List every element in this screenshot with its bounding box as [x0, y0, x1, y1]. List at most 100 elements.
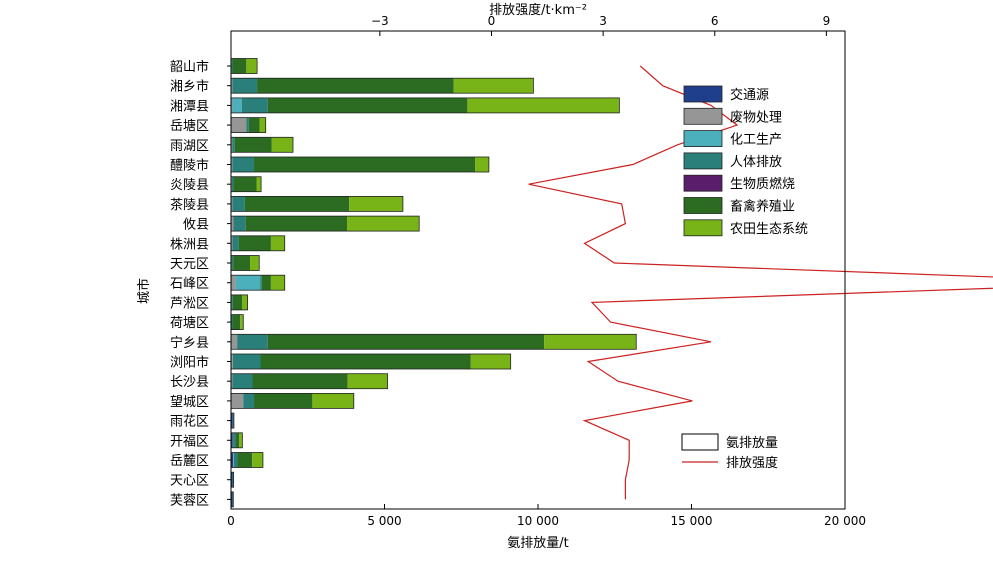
top-tick-label: −3: [371, 14, 389, 28]
bar-segment: [267, 334, 545, 350]
bar-segment: [231, 354, 233, 369]
bar-segment: [235, 275, 261, 291]
bar-segment: [241, 97, 268, 113]
bar-segment: [231, 235, 233, 251]
bar-segment: [233, 255, 251, 271]
bottom-tick-label: 15 000: [671, 514, 713, 528]
bar-segment: [231, 97, 233, 113]
bottom-tick-label: 20 000: [824, 514, 866, 528]
bar-segment: [231, 491, 233, 507]
bar-segment: [349, 196, 403, 212]
bottom-tick-label: 10 000: [517, 514, 559, 528]
bar-segment: [231, 472, 233, 488]
bar-segment: [254, 157, 476, 172]
legend-label: 废物处理: [730, 109, 782, 125]
top-tick-label: 6: [711, 14, 719, 28]
bar-segment: [231, 413, 233, 429]
bar-segment: [232, 196, 245, 212]
bar-segment: [231, 452, 234, 468]
bar-segment: [233, 432, 236, 448]
category-label: 雨花区: [170, 414, 209, 430]
bar-segment: [237, 452, 253, 468]
category-label: 天心区: [170, 474, 209, 489]
category-label: 湘乡市: [170, 79, 209, 95]
category-label: 韶山市: [170, 59, 209, 75]
category-label: 望城区: [170, 394, 209, 410]
bar-segment: [544, 334, 637, 350]
x-axis-title-bottom: 氨排放量/t: [507, 536, 568, 551]
bar-segment: [259, 117, 266, 133]
bar-segment: [231, 275, 236, 291]
bar-segment: [232, 314, 241, 330]
category-label: 茶陵县: [170, 197, 209, 213]
bar-segment: [232, 78, 258, 94]
category-label: 醴陵市: [170, 158, 209, 174]
bar-segment: [232, 354, 261, 369]
bar-segment: [254, 393, 313, 409]
top-tick-label: 9: [823, 14, 831, 28]
bar-segment: [261, 275, 271, 291]
category-label: 长沙县: [170, 375, 209, 390]
bar-segment: [248, 117, 260, 133]
bar-segment: [240, 314, 244, 330]
bar-segment: [231, 294, 233, 310]
bar-segment: [233, 176, 257, 192]
bar-segment: [245, 216, 348, 232]
bar-segment: [231, 176, 234, 192]
bar-segment: [233, 413, 234, 429]
legend-label-emission: 氨排放量: [726, 436, 778, 451]
bar-segment: [231, 255, 234, 271]
category-label: 湘潭县: [170, 99, 209, 114]
category-label: 岳塘区: [170, 118, 209, 134]
legend-bar-line: 氨排放量 排放强度: [681, 433, 778, 471]
category-label: 株洲县: [170, 237, 209, 252]
top-tick-label: 3: [599, 14, 607, 28]
bar-segment: [233, 452, 234, 468]
bar-segment: [231, 373, 233, 389]
bar-segment: [239, 432, 243, 448]
category-label: 芦淞区: [170, 296, 209, 311]
category-label: 宁乡县: [170, 335, 209, 351]
category-label: 芙蓉区: [170, 493, 209, 508]
bar-segment: [347, 216, 420, 232]
bar-segment: [244, 196, 350, 212]
bar-segment: [231, 117, 247, 133]
bar-segment: [231, 137, 233, 153]
bar-segment: [232, 137, 235, 153]
bar-segment: [231, 58, 233, 74]
intensity-line: [528, 65, 993, 500]
bar-segment: [231, 157, 233, 172]
bar-segment: [312, 393, 354, 409]
bar-segment: [270, 235, 285, 251]
bar-segment: [233, 452, 238, 468]
legend-label: 农田生态系统: [730, 222, 808, 237]
bar-segment: [475, 157, 489, 172]
bar-segment: [234, 137, 272, 153]
bar-segment: [232, 235, 239, 251]
legend-swatch: [683, 197, 723, 214]
bottom-tick-label: 5 000: [367, 514, 401, 528]
category-label: 炎陵县: [170, 178, 209, 193]
x-axis-title-top: 排放强度/t·km⁻²: [489, 2, 587, 18]
bar-segment: [231, 334, 238, 350]
category-label: 雨湖区: [170, 139, 209, 154]
legend-label: 交通源: [730, 87, 769, 103]
y-axis-title: 城市: [136, 278, 152, 304]
bar-segment: [270, 275, 285, 291]
bar-segment: [453, 78, 534, 94]
bar-segment: [232, 432, 234, 448]
bar-segment: [232, 472, 234, 488]
legend-label: 化工生产: [730, 133, 782, 148]
top-tick-label: 0: [488, 14, 496, 28]
bar-segment: [232, 373, 253, 389]
legend-label-intensity: 排放强度: [726, 455, 778, 471]
legend-label: 生物质燃烧: [730, 176, 795, 192]
bar-layer: [230, 58, 637, 508]
legend-swatch: [683, 152, 723, 170]
legend-swatch: [683, 219, 723, 237]
bar-segment: [231, 196, 233, 212]
axes-layer: 0 5 000 10 000 15 000 20 000 −3 0 3 6 9 韶山市湘乡市湘潭县岳…: [170, 14, 866, 528]
bar-segment: [231, 314, 233, 330]
intensity-line-layer: [528, 65, 993, 500]
